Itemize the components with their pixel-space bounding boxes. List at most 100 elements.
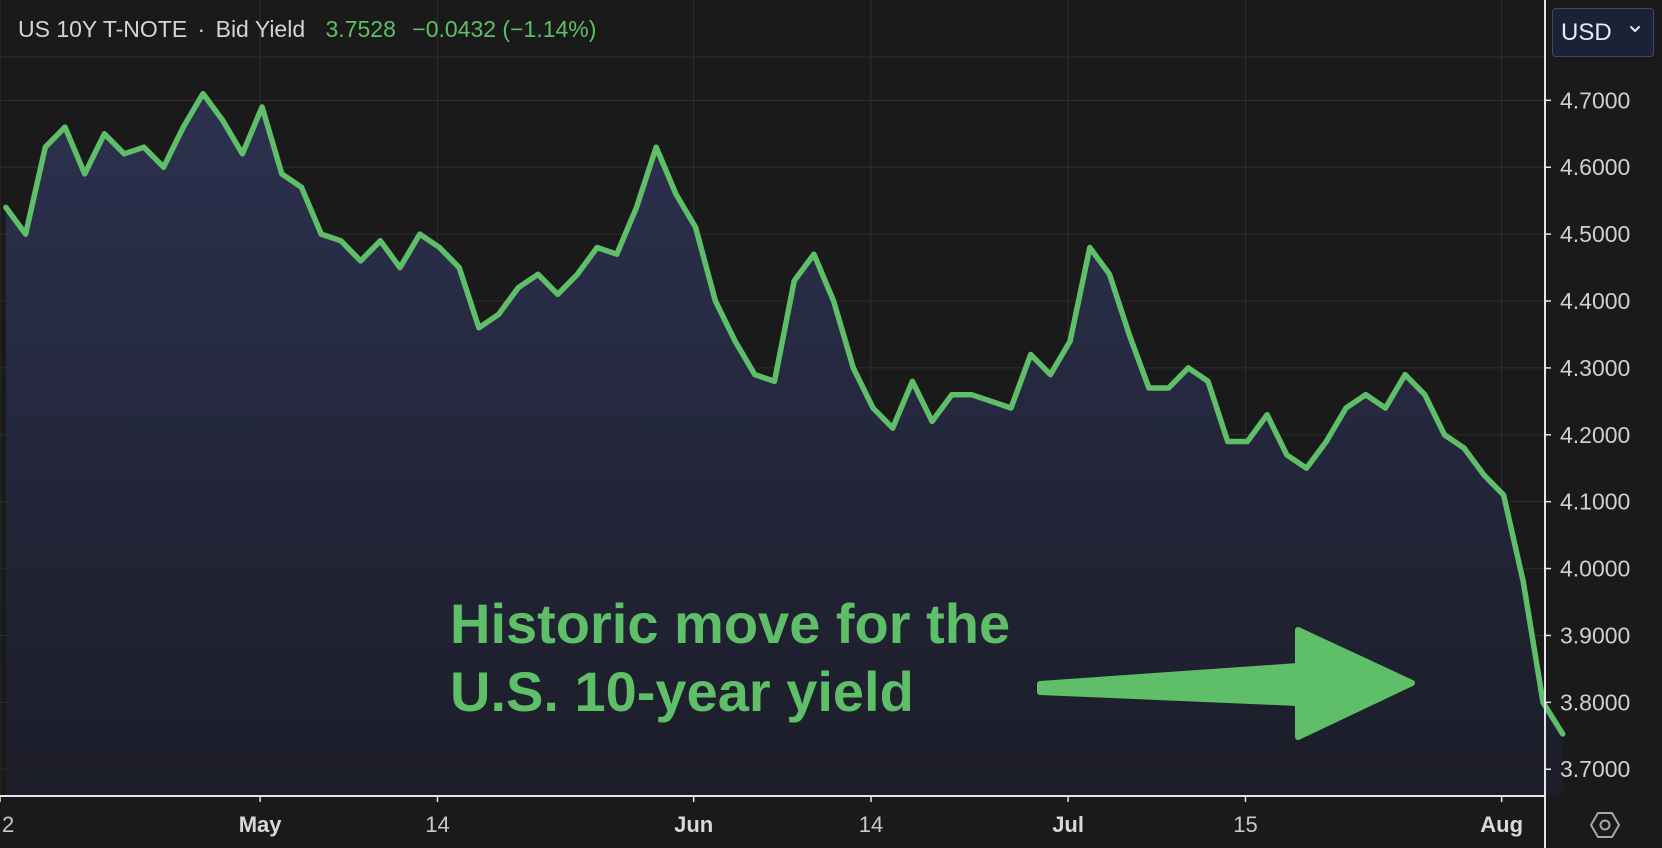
y-tick-label: 4.0000 (1560, 556, 1630, 582)
data-point (3, 204, 9, 210)
annotation-line-1: Historic move for the (450, 592, 1011, 655)
data-point (1264, 412, 1270, 418)
data-point (1481, 472, 1487, 478)
data-point (42, 144, 48, 150)
settings-icon[interactable] (1590, 810, 1620, 840)
data-point (1442, 432, 1447, 438)
data-point (101, 131, 107, 137)
data-point (890, 425, 896, 431)
data-point (752, 372, 758, 378)
data-point (1501, 492, 1507, 498)
data-point (1166, 385, 1172, 391)
data-point (1028, 352, 1034, 357)
data-point (969, 392, 974, 398)
data-point (397, 265, 403, 271)
data-point (772, 378, 777, 384)
data-point (1205, 378, 1211, 384)
data-point (791, 278, 797, 284)
data-point (318, 231, 324, 237)
data-point (1402, 372, 1408, 378)
x-tick-label: Aug (1480, 812, 1523, 837)
field-name: Bid Yield (215, 16, 306, 42)
y-tick-label: 4.3000 (1560, 355, 1630, 381)
data-point (1126, 332, 1132, 337)
data-point (811, 251, 817, 257)
data-point (515, 285, 521, 291)
data-point (929, 418, 935, 424)
data-point (1560, 731, 1566, 737)
data-point (653, 144, 659, 150)
data-point (82, 171, 88, 177)
y-tick-label: 4.7000 (1560, 87, 1630, 113)
data-point (1067, 338, 1073, 344)
symbol-name: US 10Y T-NOTE (18, 16, 188, 42)
data-point (1461, 445, 1467, 451)
data-point (712, 298, 718, 304)
data-point (1087, 245, 1093, 250)
data-point (1185, 365, 1191, 371)
y-tick-label: 4.1000 (1560, 489, 1630, 515)
x-tick-label: Jul (1052, 812, 1084, 837)
data-point (1520, 579, 1526, 585)
data-point (299, 184, 304, 190)
data-point (870, 405, 876, 411)
data-point (338, 238, 344, 244)
data-point (279, 171, 285, 177)
currency-select[interactable]: USD (1552, 8, 1654, 57)
data-point (594, 245, 600, 250)
x-tick-label: 14 (859, 812, 883, 837)
annotation-text: Historic move for the U.S. 10-year yield (450, 590, 1010, 726)
data-point (1323, 439, 1329, 444)
data-point (850, 365, 856, 371)
data-point (1304, 465, 1309, 471)
data-point (377, 238, 383, 244)
y-tick-label: 3.9000 (1560, 622, 1630, 648)
data-point (831, 298, 837, 304)
data-point (1008, 405, 1014, 411)
data-point (909, 378, 915, 384)
data-point (1363, 392, 1369, 398)
data-point (220, 117, 226, 123)
series-line-bid-yield (3, 90, 1566, 737)
data-point (949, 392, 955, 398)
data-point (1343, 405, 1349, 411)
data-point (121, 151, 127, 157)
y-tick-label: 4.4000 (1560, 288, 1630, 314)
data-point (535, 271, 541, 277)
data-point (1146, 385, 1152, 391)
data-point (62, 124, 68, 130)
x-tick-label: 2 (2, 812, 14, 837)
data-point (614, 251, 620, 257)
currency-label: USD (1561, 18, 1612, 46)
data-point (1107, 271, 1112, 277)
y-tick-label: 3.8000 (1560, 689, 1630, 715)
data-point (1225, 439, 1231, 444)
data-points (3, 91, 1566, 737)
data-point (693, 224, 699, 230)
data-point (180, 124, 186, 130)
y-tick-label: 4.6000 (1560, 154, 1630, 180)
data-point (634, 204, 639, 210)
data-point (23, 231, 29, 237)
legend-separator: · (197, 16, 206, 42)
arrow-annotation (1037, 627, 1415, 740)
data-point (496, 311, 502, 317)
chevron-down-icon (1630, 26, 1640, 32)
data-point (456, 265, 462, 271)
data-point (161, 164, 167, 170)
x-axis-ticks: 2 May 14 Jun 14 Jul 15 Aug (0, 796, 1523, 837)
price-change: −0.0432 (−1.14%) (412, 16, 597, 42)
x-tick-label: 14 (425, 812, 449, 837)
chart-legend: US 10Y T-NOTE · Bid Yield 3.7528 −0.0432… (18, 16, 596, 43)
data-point (732, 338, 738, 344)
data-point (574, 271, 580, 277)
y-tick-label: 3.7000 (1560, 756, 1630, 782)
current-value: 3.7528 (325, 16, 396, 42)
data-point (239, 151, 245, 157)
data-point (259, 104, 265, 110)
data-point (555, 291, 561, 297)
data-point (437, 245, 442, 250)
data-point (1047, 372, 1053, 378)
area-fill (5, 93, 1563, 797)
